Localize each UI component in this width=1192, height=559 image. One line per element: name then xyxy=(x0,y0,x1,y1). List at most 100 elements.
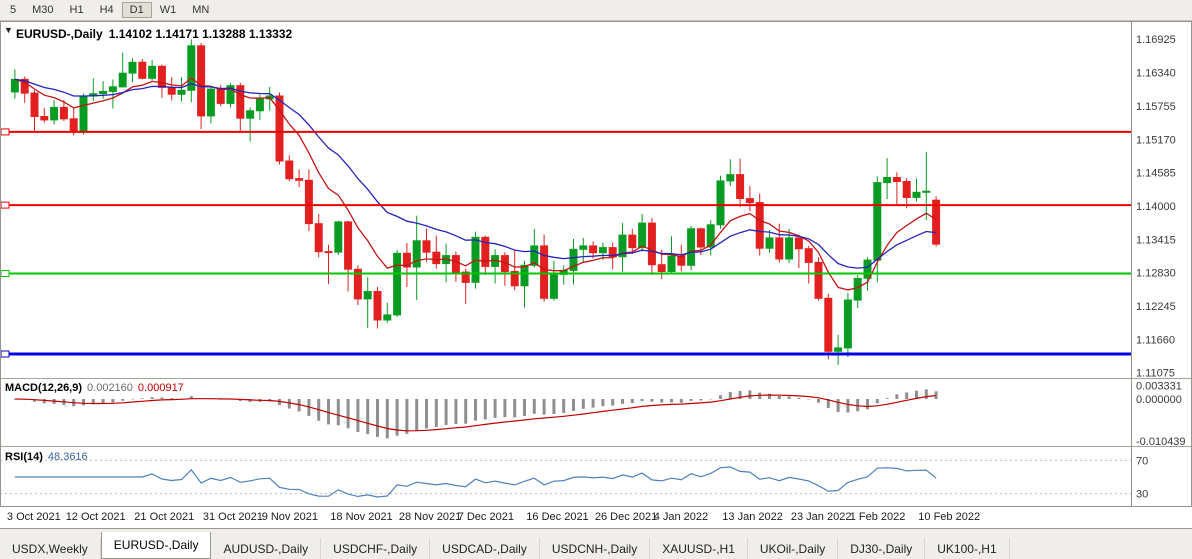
chart-tab[interactable]: USDCNH-,Daily xyxy=(540,538,651,559)
candle-body xyxy=(393,252,402,316)
macd-histogram-bar xyxy=(523,399,526,416)
timeframe-button-h1[interactable]: H1 xyxy=(69,4,84,16)
candle-body xyxy=(373,291,382,321)
candle-body xyxy=(226,85,235,104)
date-axis-label: 31 Oct 2021 xyxy=(202,511,263,523)
chart-tab[interactable]: AUDUSD-,Daily xyxy=(211,538,322,559)
candle-body xyxy=(775,237,784,260)
chart-tab[interactable]: XAUUSD-,H1 xyxy=(650,538,748,559)
candle-body xyxy=(206,88,215,117)
macd-histogram-bar xyxy=(111,399,115,403)
chart-tab[interactable]: UK100-,H1 xyxy=(925,538,1010,559)
candle-body xyxy=(118,72,127,88)
candle-body xyxy=(785,237,794,260)
candle-body xyxy=(549,273,558,299)
macd-histogram-bar xyxy=(160,397,164,399)
candle-body xyxy=(246,110,255,119)
chart-symbol-period: EURUSD-,Daily xyxy=(16,27,103,41)
date-axis-label: 3 Oct 2021 xyxy=(6,511,61,523)
timeframe-button-5[interactable]: 5 xyxy=(10,4,17,16)
candle-body xyxy=(304,179,313,225)
macd-histogram-bar xyxy=(601,399,605,407)
date-axis-label: 1 Feb 2022 xyxy=(849,511,906,523)
candle-body xyxy=(363,291,372,300)
candle-body xyxy=(608,247,617,258)
macd-histogram-bar xyxy=(866,399,869,410)
macd-histogram-bar xyxy=(591,399,595,408)
macd-histogram-bar xyxy=(728,392,732,399)
timeframe-button-mn[interactable]: MN xyxy=(192,4,210,16)
chart-tab[interactable]: USDX,Weekly xyxy=(0,538,101,559)
macd-histogram-bar xyxy=(689,399,693,401)
macd-signal-line xyxy=(14,394,937,432)
macd-histogram-bar xyxy=(140,398,144,399)
chart-tab[interactable]: UKOil-,Daily xyxy=(748,538,839,559)
date-axis[interactable]: 3 Oct 2021 12 Oct 2021 21 Oct 2021 31 Oct 2… xyxy=(0,507,1192,528)
timeframe-button-w1[interactable]: W1 xyxy=(159,4,177,16)
timeframe-button-d1[interactable]: D1 xyxy=(121,2,152,18)
macd-histogram-bar xyxy=(719,395,722,399)
macd-histogram-bar xyxy=(405,399,409,434)
macd-histogram-bar xyxy=(91,399,95,405)
candle-body xyxy=(647,222,656,266)
ma-fast-line xyxy=(14,77,937,291)
candle-body xyxy=(618,234,627,258)
candle-body xyxy=(569,248,578,271)
date-axis-label: 26 Dec 2021 xyxy=(594,511,658,523)
candle-body xyxy=(716,180,725,226)
macd-axis-label: -0.010439 xyxy=(1136,436,1186,448)
price-axis-label: 1.16925 xyxy=(1136,34,1176,46)
rsi-name: RSI(14) xyxy=(5,451,43,463)
candle-body xyxy=(334,221,343,253)
candle-body xyxy=(216,88,225,104)
rsi-value: 48.3616 xyxy=(47,451,88,463)
macd-histogram-bar xyxy=(552,399,556,414)
ma-slow-line xyxy=(14,78,937,269)
candle-body xyxy=(932,199,941,245)
candle-body xyxy=(50,106,59,121)
macd-histogram-bar xyxy=(650,399,654,402)
candle-body xyxy=(197,45,206,117)
candle-body xyxy=(148,65,157,79)
rsi-indicator-label: RSI(14) 48.3616 xyxy=(5,451,88,463)
macd-histogram-bar xyxy=(621,399,624,404)
chart-tab[interactable]: EURUSD-,Daily xyxy=(100,532,212,559)
candle-body xyxy=(540,245,549,299)
macd-histogram-bar xyxy=(748,390,752,399)
chart-tab[interactable]: USDCAD-,Daily xyxy=(430,538,540,559)
candle-body xyxy=(255,98,264,112)
macd-histogram-bar xyxy=(356,399,360,432)
candle-body xyxy=(726,174,735,182)
timeframe-button-m30[interactable]: M30 xyxy=(32,4,54,16)
candle-body xyxy=(295,178,304,181)
macd-histogram-bar xyxy=(611,399,615,406)
candle-body xyxy=(853,277,862,301)
candle-body xyxy=(344,221,353,270)
macd-histogram-bar xyxy=(336,399,340,426)
level-left-marker xyxy=(0,270,10,277)
chart-window[interactable]: 1.16925 1.16340 1.15755 1.15170 1.14585 1.140… xyxy=(0,21,1192,507)
macd-histogram-bar xyxy=(346,399,350,429)
chart-tab[interactable]: DJ30-,Daily xyxy=(838,538,926,559)
macd-name: MACD(12,26,9) xyxy=(5,382,83,394)
candle-body xyxy=(10,78,19,93)
macd-histogram-bar xyxy=(189,396,193,399)
date-axis-label: 18 Nov 2021 xyxy=(330,511,393,523)
chart-menu-icon[interactable]: ▼ xyxy=(4,25,13,35)
price-axis-label: 1.16340 xyxy=(1136,68,1176,80)
candle-body xyxy=(353,268,362,300)
macd-histogram-bar xyxy=(660,399,664,403)
date-axis-label: 13 Jan 2022 xyxy=(722,511,783,523)
macd-histogram-bar xyxy=(82,399,85,406)
chart-tab[interactable]: USDCHF-,Daily xyxy=(321,538,431,559)
timeframe-button-h4[interactable]: H4 xyxy=(99,4,114,16)
candle-body xyxy=(638,222,647,249)
macd-histogram-bar xyxy=(934,391,938,399)
macd-histogram-bar xyxy=(630,399,634,403)
macd-histogram-bar xyxy=(101,399,105,404)
price-chart-svg[interactable]: 1.16925 1.16340 1.15755 1.15170 1.14585 1.140… xyxy=(0,21,1192,507)
macd-histogram-bar xyxy=(846,399,850,413)
candle-body xyxy=(99,90,108,95)
macd-histogram-bar xyxy=(787,396,791,399)
macd-histogram-bar xyxy=(454,399,458,425)
